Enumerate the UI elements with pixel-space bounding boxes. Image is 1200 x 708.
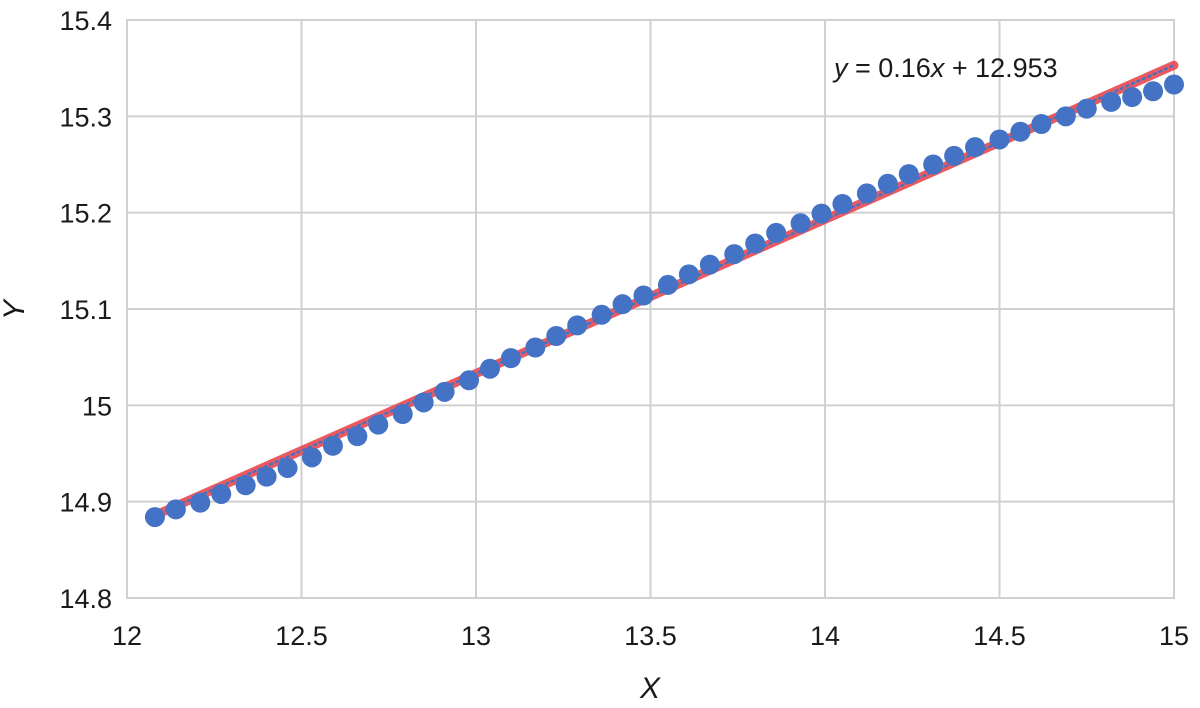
data-point	[434, 381, 455, 402]
y-tick-label: 14.8	[59, 584, 112, 614]
data-point	[877, 173, 898, 194]
axes	[126, 19, 1175, 599]
data-point	[790, 213, 811, 234]
data-point	[1010, 121, 1031, 142]
data-point	[235, 475, 256, 496]
data-points	[144, 64, 1184, 528]
data-point	[1164, 74, 1184, 95]
data-point	[479, 358, 500, 379]
x-tick-label: 13.5	[624, 621, 677, 651]
x-tick-label: 14.5	[973, 621, 1026, 651]
equation-y-var: y	[832, 53, 849, 83]
data-point	[724, 244, 745, 265]
data-point	[1076, 98, 1097, 119]
data-point	[413, 392, 434, 413]
data-point	[612, 294, 633, 315]
data-point	[699, 254, 720, 275]
data-point	[165, 499, 186, 520]
trendline-equation: y = 0.16x + 12.953	[832, 53, 1058, 83]
tick-labels: 12 12.5 13 13.5 14 14.5 15 14.8 14.9 15 15.1 15.2 15…	[59, 6, 1189, 651]
y-tick-label: 15.2	[59, 199, 112, 229]
data-point	[1143, 81, 1164, 102]
y-tick-label: 15.4	[59, 6, 112, 36]
equation-intercept: + 12.953	[944, 53, 1057, 83]
data-point	[322, 435, 343, 456]
x-tick-label: 12.5	[275, 621, 328, 651]
x-tick-label: 12	[112, 621, 142, 651]
data-point	[1101, 91, 1122, 112]
data-point	[347, 426, 368, 447]
data-point	[657, 274, 678, 295]
trendline-dotted-overlay	[153, 64, 1176, 517]
equation-slope: = 0.16	[848, 53, 931, 83]
data-point	[898, 164, 919, 185]
plot-frame	[126, 19, 1175, 599]
x-tick-label: 14	[810, 621, 840, 651]
data-point	[368, 414, 389, 435]
y-tick-label: 15.3	[59, 102, 112, 132]
x-tick-label: 15	[1159, 621, 1189, 651]
data-point	[277, 457, 298, 478]
x-axis-title: X	[639, 672, 661, 705]
data-point	[144, 507, 165, 528]
gridlines	[126, 19, 1175, 599]
data-point	[923, 154, 944, 175]
equation-x-var: x	[929, 53, 946, 83]
y-axis-title: Y	[0, 298, 31, 320]
y-tick-label: 14.9	[59, 488, 112, 518]
data-point	[1122, 87, 1143, 108]
data-point	[856, 183, 877, 204]
data-point	[944, 145, 965, 166]
y-tick-label: 15	[82, 391, 112, 421]
data-point	[301, 447, 322, 468]
data-point	[678, 264, 699, 285]
data-point	[256, 466, 277, 487]
y-tick-label: 15.1	[59, 295, 112, 325]
x-tick-label: 13	[461, 621, 491, 651]
